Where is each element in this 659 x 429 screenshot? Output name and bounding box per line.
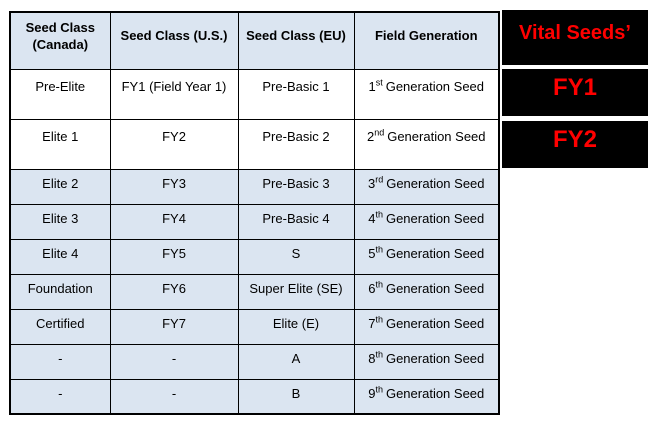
generation-label: Generation Seed — [385, 280, 485, 296]
column-header-us: Seed Class (U.S.) — [109, 11, 239, 70]
generation-ordinal-suffix: nd — [374, 127, 385, 138]
cell-seed-class-canada: Elite 1 — [9, 118, 111, 170]
table-row: - - A 8th Generation Seed — [9, 343, 500, 380]
table-row: Elite 4 FY5 S 5th Generation Seed — [9, 238, 500, 275]
generation-label: Generation Seed — [385, 315, 485, 331]
table-body: Pre-Elite FY1 (Field Year 1) Pre-Basic 1… — [9, 68, 500, 415]
table-row: Foundation FY6 Super Elite (SE) 6th Gener… — [9, 273, 500, 310]
vital-seeds-fy2-label: FY2 — [502, 121, 648, 168]
cell-seed-class-eu: A — [237, 343, 355, 380]
table-row: Elite 1 FY2 Pre-Basic 2 2nd Generation Se… — [9, 118, 500, 170]
cell-seed-class-us: FY5 — [109, 238, 239, 275]
cell-field-generation: 6th Generation Seed — [353, 273, 500, 310]
cell-seed-class-us: FY2 — [109, 118, 239, 170]
vital-seeds-sidebar: Vital Seeds’ FY1 FY2 — [502, 10, 648, 173]
cell-seed-class-us: - — [109, 343, 239, 380]
seed-class-table: Seed Class (Canada) Seed Class (U.S.) Se… — [9, 11, 500, 415]
cell-seed-class-us: FY3 — [109, 168, 239, 205]
table-row: Elite 2 FY3 Pre-Basic 3 3rd Generation Se… — [9, 168, 500, 205]
cell-seed-class-us: FY4 — [109, 203, 239, 240]
cell-seed-class-us: FY6 — [109, 273, 239, 310]
cell-seed-class-canada: - — [9, 343, 111, 380]
generation-label: Generation Seed — [385, 350, 485, 366]
cell-seed-class-canada: Elite 3 — [9, 203, 111, 240]
generation-number: 7 — [368, 315, 376, 331]
cell-seed-class-eu: Pre-Basic 4 — [237, 203, 355, 240]
cell-seed-class-eu: Pre-Basic 2 — [237, 118, 355, 170]
cell-seed-class-eu: Pre-Basic 3 — [237, 168, 355, 205]
cell-field-generation: 2nd Generation Seed — [353, 118, 500, 170]
generation-number: 3 — [367, 175, 376, 191]
table-header-row: Seed Class (Canada) Seed Class (U.S.) Se… — [9, 11, 500, 70]
generation-ordinal-suffix: th — [375, 209, 383, 220]
cell-seed-class-eu: Elite (E) — [237, 308, 355, 345]
generation-label: Generation Seed — [385, 385, 485, 401]
cell-field-generation: 1st Generation Seed — [353, 68, 500, 120]
cell-seed-class-eu: Super Elite (SE) — [237, 273, 355, 310]
cell-field-generation: 9th Generation Seed — [353, 378, 500, 415]
table-row: - - B 9th Generation Seed — [9, 378, 500, 415]
generation-number: 6 — [368, 280, 376, 296]
column-header-canada: Seed Class (Canada) — [9, 11, 111, 70]
cell-seed-class-canada: Elite 4 — [9, 238, 111, 275]
cell-seed-class-us: FY1 (Field Year 1) — [109, 68, 239, 120]
vital-seeds-fy1-label: FY1 — [502, 69, 648, 116]
generation-label: Generation Seed — [385, 78, 485, 94]
generation-number: 2 — [366, 128, 375, 144]
cell-seed-class-canada: Elite 2 — [9, 168, 111, 205]
cell-field-generation: 3rd Generation Seed — [353, 168, 500, 205]
cell-seed-class-eu: B — [237, 378, 355, 415]
vital-seeds-title: Vital Seeds’ — [502, 10, 648, 65]
cell-seed-class-canada: Certified — [9, 308, 111, 345]
generation-label: Generation Seed — [385, 245, 485, 261]
table-row: Elite 3 FY4 Pre-Basic 4 4th Generation Se… — [9, 203, 500, 240]
cell-seed-class-canada: - — [9, 378, 111, 415]
cell-field-generation: 8th Generation Seed — [353, 343, 500, 380]
cell-seed-class-us: FY7 — [109, 308, 239, 345]
generation-label: Generation Seed — [387, 128, 486, 144]
generation-number: 5 — [368, 245, 376, 261]
cell-seed-class-us: - — [109, 378, 239, 415]
generation-number: 9 — [368, 385, 376, 401]
generation-ordinal-suffix: th — [375, 384, 383, 395]
cell-seed-class-canada: Foundation — [9, 273, 111, 310]
generation-label: Generation Seed — [385, 210, 485, 226]
column-header-eu: Seed Class (EU) — [237, 11, 355, 70]
table-row: Certified FY7 Elite (E) 7th Generation Se… — [9, 308, 500, 345]
generation-ordinal-suffix: th — [375, 279, 383, 290]
generation-number: 4 — [368, 210, 376, 226]
generation-number: 8 — [368, 350, 376, 366]
cell-seed-class-eu: S — [237, 238, 355, 275]
generation-number: 1 — [368, 78, 376, 94]
cell-field-generation: 5th Generation Seed — [353, 238, 500, 275]
table-row: Pre-Elite FY1 (Field Year 1) Pre-Basic 1… — [9, 68, 500, 120]
generation-ordinal-suffix: th — [375, 244, 383, 255]
generation-ordinal-suffix: th — [375, 314, 383, 325]
cell-seed-class-eu: Pre-Basic 1 — [237, 68, 355, 120]
cell-field-generation: 7th Generation Seed — [353, 308, 500, 345]
generation-label: Generation Seed — [386, 175, 485, 191]
cell-field-generation: 4th Generation Seed — [353, 203, 500, 240]
cell-seed-class-canada: Pre-Elite — [9, 68, 111, 120]
generation-ordinal-suffix: rd — [375, 174, 384, 185]
generation-ordinal-suffix: st — [375, 77, 383, 88]
generation-ordinal-suffix: th — [375, 349, 383, 360]
column-header-field-generation: Field Generation — [353, 11, 500, 70]
